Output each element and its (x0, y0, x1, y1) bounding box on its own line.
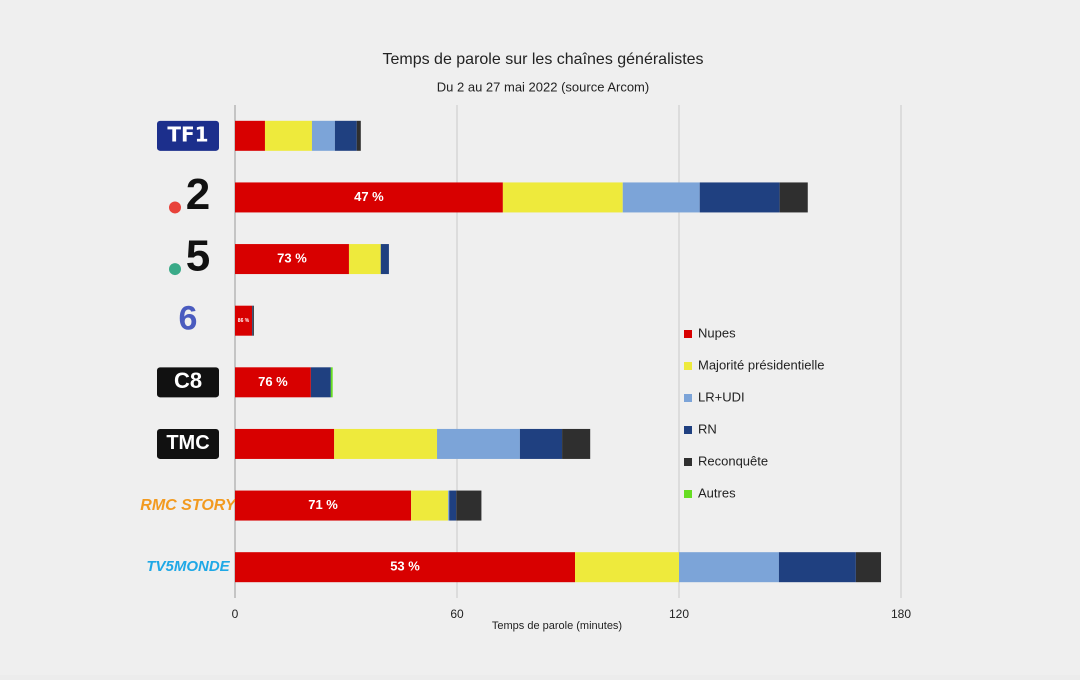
y-tick-label: RMC STORY (140, 497, 237, 514)
bar-segment (310, 367, 331, 398)
bar-segment (449, 490, 457, 521)
chart-title: Temps de parole sur les chaînes générali… (382, 51, 703, 68)
x-tick-label: 120 (669, 607, 689, 621)
bar-segment (679, 552, 779, 583)
y-tick-label: C8 (174, 368, 202, 393)
x-tick-label: 180 (891, 607, 911, 621)
chart-subtitle: Du 2 au 27 mai 2022 (source Arcom) (437, 79, 649, 94)
legend-swatch (684, 330, 692, 338)
legend-swatch (684, 490, 692, 498)
bar-segment (622, 182, 700, 213)
share-label: 76 % (258, 374, 288, 389)
bar-segment (334, 428, 438, 459)
bar-segment (456, 490, 482, 521)
bar-segment (235, 244, 349, 275)
logo-box (157, 428, 219, 459)
bar-segment (380, 244, 389, 275)
legend-swatch (684, 426, 692, 434)
bar-segment (519, 428, 563, 459)
bar-segment (778, 552, 856, 583)
bar-segment (252, 305, 254, 336)
logo-box (157, 120, 219, 151)
share-label: 71 % (308, 497, 338, 512)
bar-segment (311, 120, 335, 151)
y-tick-label: TF1 (167, 122, 208, 146)
legend-swatch (684, 394, 692, 402)
x-tick-label: 60 (450, 607, 464, 621)
bar-segment (448, 490, 450, 521)
legend-swatch (684, 458, 692, 466)
share-label: 47 % (354, 189, 384, 204)
bar-segment (562, 428, 591, 459)
legend-label: Nupes (698, 325, 736, 340)
x-tick-label: 0 (232, 607, 239, 621)
legend-label: Autres (698, 485, 736, 500)
bar-segment (411, 490, 449, 521)
bar-segment (575, 552, 679, 583)
bar-segment (855, 552, 882, 583)
bar-segment (235, 552, 576, 583)
logo-box (157, 367, 219, 398)
share-label: 53 % (390, 559, 420, 574)
bar-segment (235, 428, 335, 459)
share-label: 73 % (277, 251, 307, 266)
bar-segment (779, 182, 808, 213)
bar-segment (502, 182, 623, 213)
legend-label: RN (698, 421, 717, 436)
legend-swatch (684, 362, 692, 370)
bar-segment (235, 367, 311, 398)
bar-segment (334, 120, 357, 151)
logo-dot (169, 201, 181, 214)
y-tick-label: 5 (186, 232, 210, 281)
bar-segment (235, 305, 253, 336)
bar-segment (699, 182, 780, 213)
bar-segment (264, 120, 312, 151)
bar-segment (235, 120, 265, 151)
bar-segment (437, 428, 520, 459)
bar-segment (356, 120, 361, 151)
logo-dot (169, 263, 181, 276)
y-tick-label: 6 (179, 300, 198, 338)
bar-segment (348, 244, 381, 275)
bar-segment (235, 490, 412, 521)
legend-label: LR+UDI (698, 389, 745, 404)
legend-label: Majorité présidentielle (698, 357, 824, 372)
share-label: 86 % (238, 318, 250, 324)
y-tick-label: TV5MONDE (146, 558, 230, 575)
legend-label: Reconquête (698, 453, 768, 468)
y-tick-label: 2 (186, 170, 210, 219)
bar-segment (235, 182, 503, 213)
bar-segment (330, 367, 333, 398)
y-tick-label: TMC (166, 432, 209, 454)
x-axis-label: Temps de parole (minutes) (492, 620, 622, 632)
bar-segment (252, 305, 253, 336)
